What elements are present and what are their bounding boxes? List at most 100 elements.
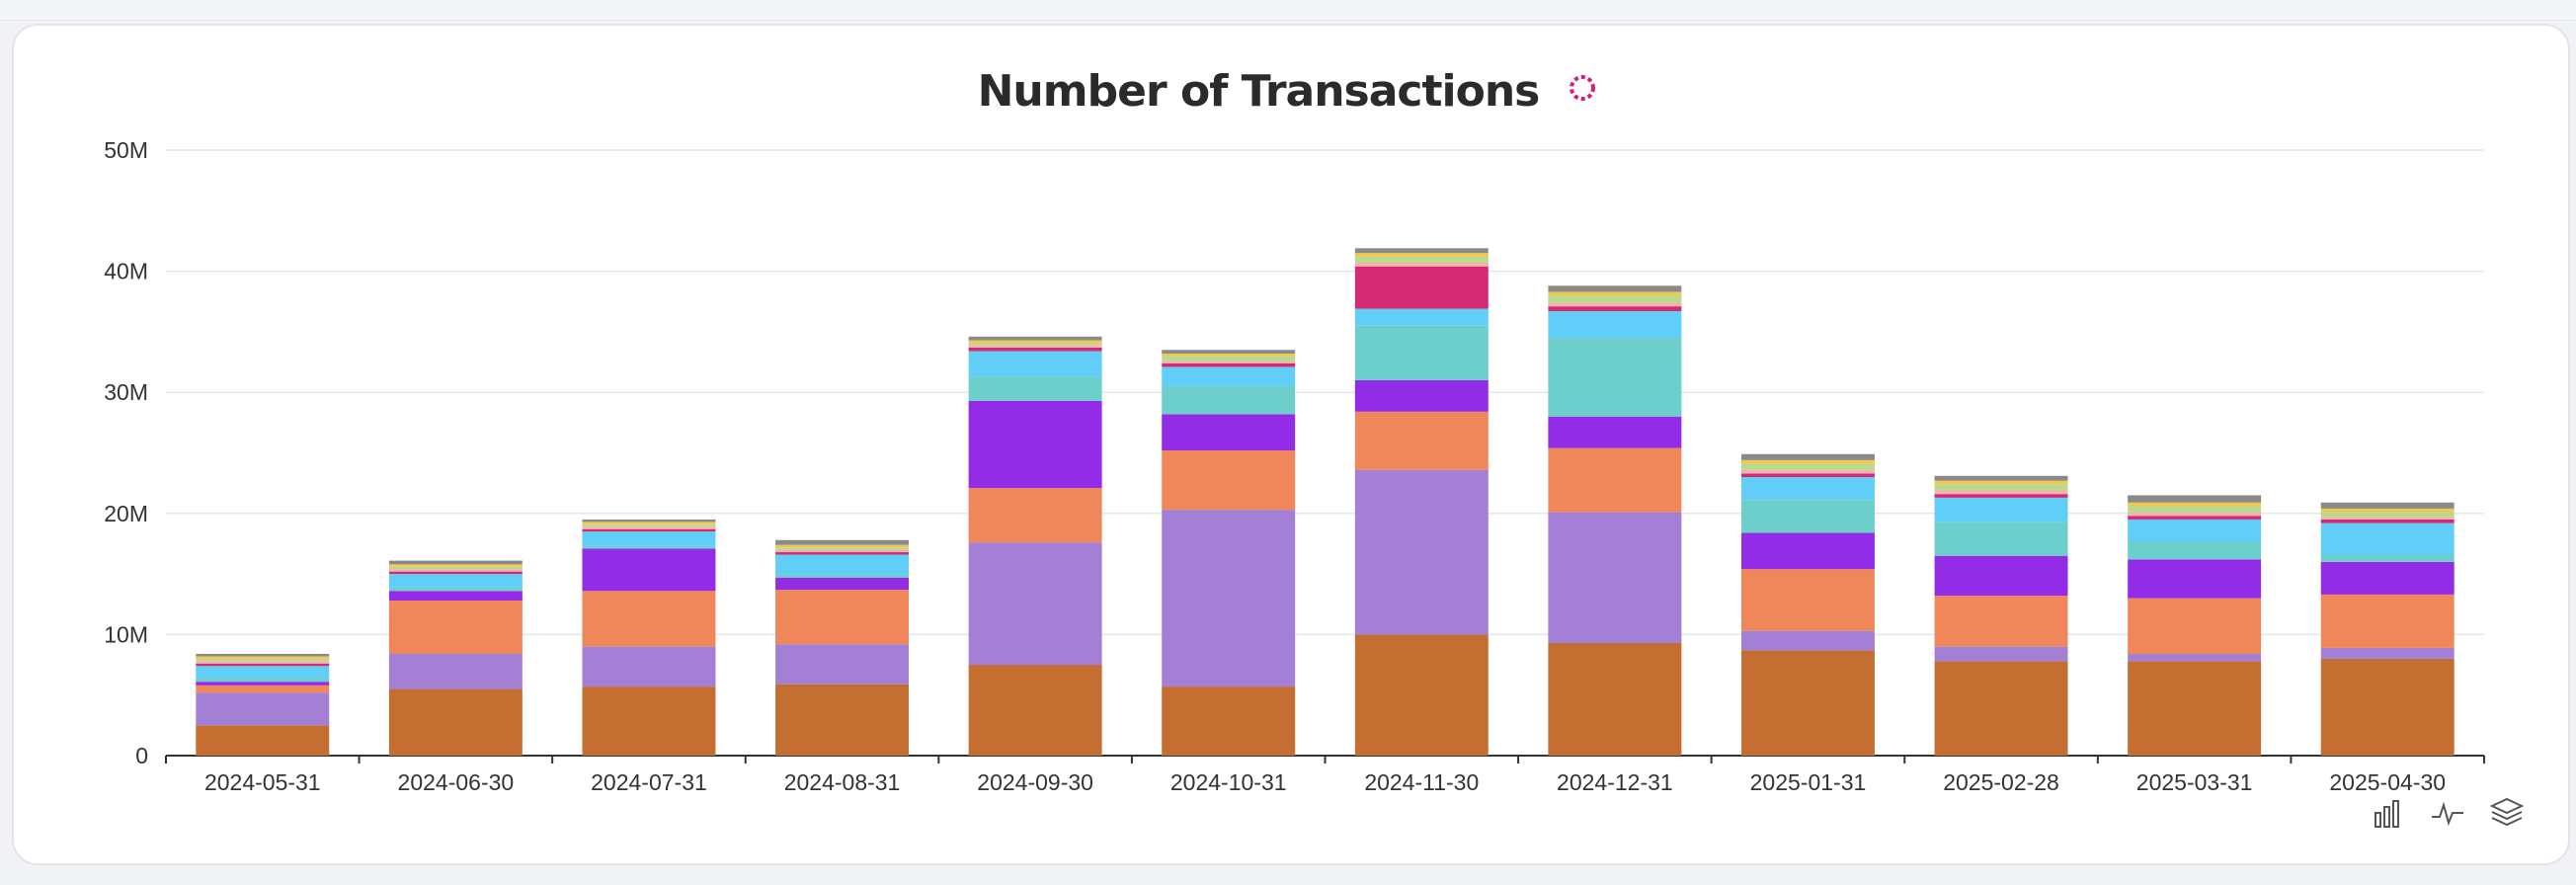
bar-segment: [1162, 356, 1296, 362]
bar-segment: [968, 376, 1102, 401]
bar-segment: [196, 661, 330, 664]
bar-segment: [1934, 555, 2068, 597]
x-tick-label: 2024-05-31: [204, 769, 321, 795]
y-tick-label: 40M: [104, 259, 148, 284]
bar-segment: [1740, 477, 1875, 501]
bar-segment: [775, 549, 910, 553]
bar-segment: [196, 654, 330, 657]
bar-segment: [1934, 480, 2068, 485]
bar-segment: [388, 591, 523, 602]
bar-segment: [196, 684, 330, 693]
bar-segment: [196, 682, 330, 685]
bar-segment: [2128, 502, 2262, 507]
bar-segment: [1548, 447, 1682, 513]
x-tick-label: 2025-01-31: [1750, 769, 1867, 795]
bar-segment: [1934, 484, 2068, 491]
bar-segment: [1548, 311, 1682, 339]
bar-segment: [1162, 366, 1296, 387]
bar-segment: [582, 522, 716, 524]
bar-segment: [196, 678, 330, 683]
stack-layers-icon[interactable]: [2489, 795, 2525, 831]
bar-segment: [1548, 302, 1682, 307]
bar-chart-icon[interactable]: [2371, 795, 2406, 831]
bar-segment: [196, 666, 330, 679]
bar-segment: [2128, 495, 2262, 503]
bar-segment: [968, 340, 1102, 343]
bar-segment: [1740, 453, 1875, 460]
bar-segment: [968, 345, 1102, 348]
bar-segment: [388, 654, 523, 689]
bar-segment: [1354, 248, 1489, 254]
bar-segment: [1162, 686, 1296, 756]
bar-segment: [388, 574, 523, 588]
bar-segment: [2128, 512, 2262, 517]
bar-segment: [2320, 523, 2455, 555]
bar-segment: [388, 688, 523, 756]
bar-segment: [1934, 490, 2068, 495]
x-tick-label: 2025-04-30: [2329, 769, 2446, 795]
x-tick-label: 2024-10-31: [1170, 769, 1287, 795]
bar-segment: [1740, 630, 1875, 651]
bar-segment: [2128, 540, 2262, 560]
bar-segment: [1354, 253, 1489, 257]
bar-segment: [2128, 654, 2262, 662]
bar-segment: [1934, 646, 2068, 662]
x-tick-label: 2024-11-30: [1364, 769, 1479, 795]
bar-segment: [1548, 512, 1682, 643]
bar-segment: [1162, 450, 1296, 511]
x-tick-label: 2024-08-31: [784, 769, 901, 795]
y-tick-label: 50M: [104, 137, 148, 163]
bar-segment: [1548, 295, 1682, 303]
bar-segment: [1354, 411, 1489, 470]
bar-segment: [775, 590, 910, 645]
bar-segment: [2128, 661, 2262, 756]
bar-segment: [1548, 306, 1682, 312]
chart-header: Number of Transactions: [0, 61, 2576, 121]
bar-segment: [1354, 469, 1489, 635]
bar-segment: [775, 684, 910, 756]
bar-segment: [196, 663, 330, 667]
bar-segment: [775, 552, 910, 555]
bar-segment: [2320, 594, 2455, 648]
bar-segment: [2320, 517, 2455, 520]
bar-segment: [582, 531, 716, 546]
bar-segment: [1934, 475, 2068, 481]
x-tick-label: 2024-07-31: [591, 769, 707, 795]
line-chart-icon[interactable]: [2430, 795, 2465, 831]
bar-segment: [1548, 642, 1682, 756]
bar-segment: [1740, 459, 1875, 464]
bar-segment: [582, 528, 716, 532]
bar-segment: [2320, 554, 2455, 562]
bar-segment: [2320, 512, 2455, 518]
bar-segment: [968, 542, 1102, 666]
bar-segment: [775, 544, 910, 548]
bar-segment: [775, 574, 910, 578]
bar-segment: [1354, 325, 1489, 380]
chart-title: Number of Transactions: [977, 65, 1541, 117]
bar-segment: [1740, 532, 1875, 570]
bar-segment: [196, 656, 330, 659]
bar-segment: [968, 400, 1102, 489]
bar-segment: [388, 571, 523, 575]
bar-segment: [968, 665, 1102, 756]
bar-segment: [196, 725, 330, 756]
bar-segment: [582, 548, 716, 592]
bar-segment: [582, 545, 716, 549]
bar-segment: [2320, 647, 2455, 659]
bar-segment: [1354, 379, 1489, 412]
bar-segment: [1354, 308, 1489, 326]
bar-segment: [1354, 256, 1489, 264]
bar-segment: [1162, 510, 1296, 687]
bar-segment: [968, 336, 1102, 341]
bar-segment: [1548, 416, 1682, 448]
bar-segment: [2320, 508, 2455, 513]
bar-segment: [2128, 559, 2262, 599]
bar-segment: [1162, 414, 1296, 451]
bar-segment: [1740, 463, 1875, 470]
bar-segment: [1548, 291, 1682, 296]
bar-segment: [2320, 519, 2455, 523]
bar-segment: [2128, 598, 2262, 655]
x-tick-label: 2024-06-30: [398, 769, 515, 795]
bar-segment: [1548, 338, 1682, 417]
